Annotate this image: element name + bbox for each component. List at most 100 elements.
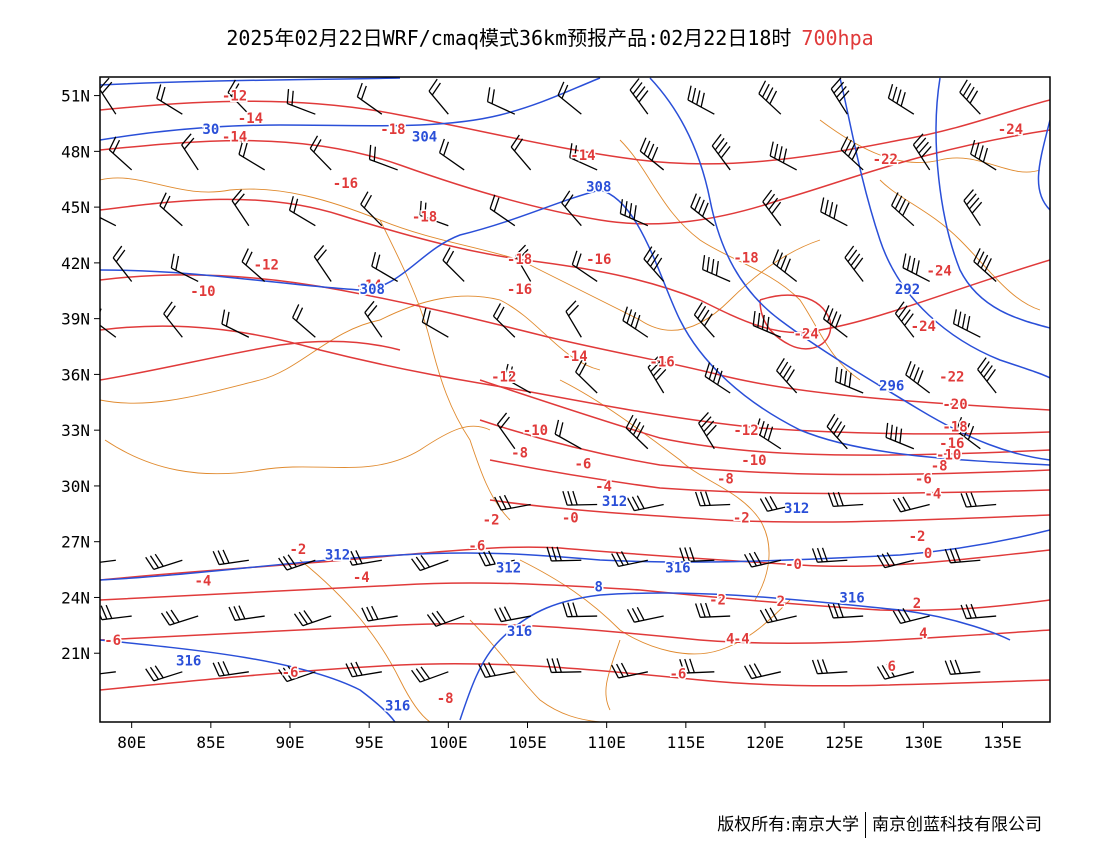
wind-barb — [503, 363, 531, 394]
wind-barb — [892, 608, 930, 625]
temperature-label: 2 — [777, 594, 785, 610]
wind-barb — [100, 216, 117, 227]
wind-barb — [241, 248, 266, 282]
wind-barb — [565, 300, 582, 338]
border-line — [879, 179, 1041, 311]
wind-barb — [693, 302, 715, 338]
wind-barb — [892, 496, 930, 513]
wind-barb — [830, 77, 850, 115]
temperature-label: 4 — [919, 626, 927, 642]
wind-barb — [428, 78, 449, 115]
wind-barb — [492, 303, 516, 338]
wind-barb — [442, 247, 465, 282]
temperature-label: -18 — [733, 250, 758, 266]
wind-barb — [694, 491, 731, 507]
wind-barb — [811, 547, 848, 563]
lon-tick-label: 110E — [587, 733, 626, 752]
temperature-label: -14 — [357, 278, 382, 294]
wind-barb — [293, 610, 332, 627]
temperature-label: -4 — [595, 479, 612, 495]
wind-barb — [626, 495, 664, 512]
temperature-label: -6 — [104, 633, 121, 649]
wind-barb — [622, 306, 649, 338]
temperature-label: -6 — [915, 471, 932, 487]
wind-barb — [844, 245, 864, 282]
wind-barb — [960, 603, 997, 620]
wind-barb — [704, 362, 731, 394]
wind-barb — [356, 82, 383, 115]
wind-barb — [100, 559, 116, 563]
wind-barb — [973, 248, 997, 282]
temperature-label: -4 — [924, 486, 941, 502]
temperature-label: -8 — [931, 458, 948, 474]
wind-barb — [438, 138, 465, 171]
wind-barb — [562, 602, 598, 618]
wind-barb — [776, 358, 798, 394]
lon-tick-label: 105E — [508, 733, 547, 752]
temperature-label: -16 — [333, 176, 358, 192]
isotherm-line — [100, 129, 1050, 225]
temperature-label: -8 — [717, 471, 734, 487]
wind-barb — [619, 199, 649, 227]
wind-barb — [514, 244, 532, 282]
wind-barb — [759, 495, 797, 512]
isotherm-line — [100, 662, 1050, 691]
temperature-label: -12 — [222, 89, 247, 105]
isotherm-line — [100, 340, 401, 381]
wind-barb — [288, 196, 316, 227]
temperature-label: -16 — [649, 354, 674, 370]
lat-tick-label: 51N — [61, 87, 90, 106]
lon-tick-label: 115E — [667, 733, 706, 752]
temperature-label: 4 — [726, 631, 734, 647]
border-line — [519, 559, 791, 655]
border-line — [299, 559, 431, 722]
temperature-label: -24 — [927, 263, 952, 279]
temperature-label: -24 — [911, 319, 936, 335]
height-label: 316 — [385, 698, 410, 714]
wind-barb — [834, 366, 864, 394]
wind-barb — [160, 609, 199, 626]
contour-labels: -12-14-14 -18-16-18-12-10 -14-18-16-16-14-… — [103, 87, 1025, 716]
wind-barb — [361, 605, 398, 622]
lat-tick-label: 27N — [61, 533, 90, 552]
isotherm-line — [100, 546, 1050, 581]
wind-barb — [811, 659, 848, 675]
temperature-label: -4 — [194, 574, 211, 590]
temperature-label: -2 — [709, 592, 726, 608]
temperature-label: -16 — [586, 252, 611, 268]
wind-barb — [100, 604, 132, 621]
wind-barb — [292, 304, 316, 338]
wind-barb — [902, 253, 930, 283]
temperature-label: -10 — [523, 423, 548, 439]
wind-barb — [221, 309, 250, 338]
wind-barb — [876, 663, 914, 680]
wind-barb — [212, 661, 249, 677]
temperature-label: 0 — [924, 546, 932, 562]
isotherm-line — [100, 325, 1050, 435]
temperature-label: -12 — [733, 423, 758, 439]
lon-tick-label: 130E — [904, 733, 943, 752]
isotherm-line — [100, 99, 1050, 165]
temperature-label: -6 — [669, 667, 686, 683]
wind-barb — [743, 551, 781, 568]
wind-barb — [885, 422, 915, 450]
temperature-label: 6 — [887, 659, 895, 675]
temperature-label: -22 — [873, 152, 898, 168]
height-label: 308 — [586, 180, 611, 196]
wind-barb — [912, 133, 932, 171]
wind-barb — [496, 412, 516, 450]
height-label: 304 — [412, 129, 437, 145]
lat-tick-label: 48N — [61, 142, 90, 161]
temperature-label: -10 — [190, 284, 215, 300]
temperature-contours — [100, 99, 1050, 691]
height-label: 30 — [202, 122, 219, 138]
height-label: 312 — [325, 548, 350, 564]
wind-barb — [159, 192, 183, 227]
temperature-label: 2 — [913, 596, 921, 612]
wind-barb — [228, 605, 265, 621]
wind-barb — [575, 358, 598, 394]
temperature-label: -10 — [741, 453, 766, 469]
wind-barb — [629, 78, 649, 115]
border-line — [619, 139, 861, 381]
